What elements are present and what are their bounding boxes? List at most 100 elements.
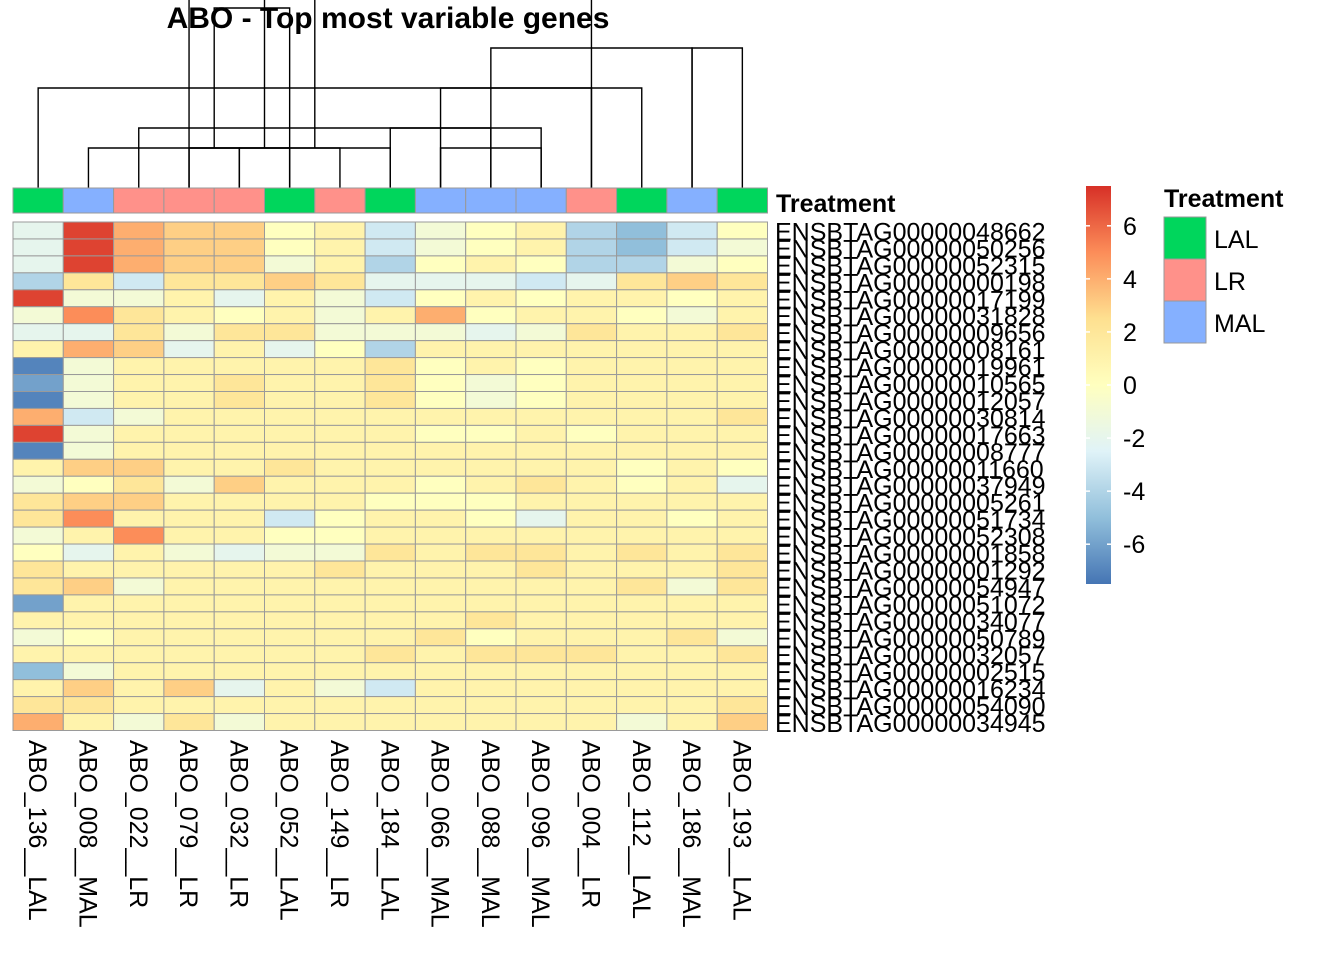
heatmap-cell-r22-c7 xyxy=(314,577,366,596)
heatmap-cell-r11-c15 xyxy=(716,391,769,409)
heatmap-cell-r26-c2 xyxy=(62,645,115,664)
heatmap-cell-r14-c9 xyxy=(414,441,467,460)
dendrogram-branch-0 xyxy=(188,147,241,188)
heatmap-cell-r27-c15 xyxy=(716,662,769,681)
heatmap-cell-r19-c6 xyxy=(264,526,316,545)
heatmap-cell-r9-c6 xyxy=(264,357,316,376)
heatmap-cell-r25-c8 xyxy=(364,628,416,647)
heatmap-cell-r5-c4 xyxy=(163,289,215,308)
heatmap-cell-r3-c3 xyxy=(113,255,165,274)
heatmap-cell-r13-c14 xyxy=(666,424,718,443)
heatmap-cell-r1-c6 xyxy=(264,221,316,240)
heatmap-cell-r5-c8 xyxy=(364,289,416,308)
heatmap-cell-r13-c6 xyxy=(264,424,316,443)
heatmap-cell-r13-c15 xyxy=(716,424,769,443)
heatmap-cell-r10-c7 xyxy=(314,374,366,392)
heatmap-cell-r4-c13 xyxy=(616,272,668,291)
heatmap-cell-r11-c11 xyxy=(515,391,567,409)
heatmap-cell-r4-c1 xyxy=(12,272,64,291)
heatmap-cell-r1-c13 xyxy=(616,221,668,240)
heatmap-cell-r27-c6 xyxy=(264,662,316,681)
heatmap-cell-r7-c1 xyxy=(12,323,64,342)
heatmap-cell-r9-c10 xyxy=(465,357,517,376)
heatmap-cell-r12-c5 xyxy=(213,407,265,426)
heatmap-cell-r2-c8 xyxy=(364,238,416,257)
heatmap-cell-r8-c14 xyxy=(666,340,718,359)
heatmap-cell-r6-c15 xyxy=(716,306,769,325)
legend-label-lr: LR xyxy=(1214,268,1246,296)
row-label-30: ENSBTAG00000034945 xyxy=(775,710,1046,738)
heatmap-cell-r23-c3 xyxy=(113,594,165,613)
heatmap-cell-r23-c12 xyxy=(565,594,618,613)
heatmap-cell-r10-c15 xyxy=(716,374,769,392)
heatmap-cell-r21-c8 xyxy=(364,560,416,579)
annotation-cell-5 xyxy=(213,187,265,214)
heatmap-cell-r9-c4 xyxy=(163,357,215,376)
heatmap-cell-r4-c3 xyxy=(113,272,165,291)
heatmap-cell-r23-c9 xyxy=(414,594,467,613)
heatmap-cell-r10-c14 xyxy=(666,374,718,392)
heatmap-cell-r23-c2 xyxy=(62,594,115,613)
heatmap-cell-r16-c4 xyxy=(163,475,215,494)
heatmap-cell-r18-c7 xyxy=(314,509,366,528)
heatmap-cell-r7-c5 xyxy=(213,323,265,342)
heatmap-cell-r18-c4 xyxy=(163,509,215,528)
annotation-cell-11 xyxy=(515,187,567,214)
heatmap-cell-r2-c3 xyxy=(113,238,165,257)
heatmap-cell-r22-c4 xyxy=(163,577,215,596)
heatmap-cell-r7-c9 xyxy=(414,323,467,342)
legend-label-mal: MAL xyxy=(1214,310,1266,338)
annotation-cell-1 xyxy=(12,187,64,214)
heatmap-cell-r29-c7 xyxy=(314,696,366,715)
heatmap-cell-r15-c6 xyxy=(264,458,316,477)
heatmap-cell-r19-c3 xyxy=(113,526,165,545)
row-label-8: ENSBTAG00000008161 xyxy=(775,337,1046,365)
heatmap-cell-r6-c5 xyxy=(213,306,265,325)
heatmap-cell-r29-c8 xyxy=(364,696,416,715)
dendrogram-branch-6 xyxy=(389,127,542,188)
heatmap-cell-r23-c8 xyxy=(364,594,416,613)
colorbar-tick-label-7: -6 xyxy=(1123,531,1145,559)
heatmap-cell-r23-c5 xyxy=(213,594,265,613)
heatmap-cell-r20-c12 xyxy=(565,543,618,562)
heatmap-cell-r30-c12 xyxy=(565,713,618,731)
heatmap-cell-r13-c3 xyxy=(113,424,165,443)
heatmap-cell-r4-c11 xyxy=(515,272,567,291)
heatmap-cell-r9-c1 xyxy=(12,357,64,376)
heatmap-cell-r14-c14 xyxy=(666,441,718,460)
heatmap-cell-r28-c12 xyxy=(565,679,618,698)
annotation-cell-14 xyxy=(666,187,718,214)
heatmap-cell-r4-c2 xyxy=(62,272,115,291)
heatmap-cell-r16-c6 xyxy=(264,475,316,494)
heatmap-cell-r22-c6 xyxy=(264,577,316,596)
heatmap-cell-r4-c4 xyxy=(163,272,215,291)
heatmap-cell-r12-c15 xyxy=(716,407,769,426)
heatmap-cell-r10-c3 xyxy=(113,374,165,392)
heatmap-cell-r22-c14 xyxy=(666,577,718,596)
heatmap-cell-r18-c5 xyxy=(213,509,265,528)
heatmap-cell-r8-c4 xyxy=(163,340,215,359)
heatmap-cell-r6-c11 xyxy=(515,306,567,325)
heatmap-cell-r9-c11 xyxy=(515,357,567,376)
heatmap-cell-r22-c1 xyxy=(12,577,64,596)
heatmap-cell-r14-c12 xyxy=(565,441,618,460)
heatmap-cell-r24-c2 xyxy=(62,611,115,630)
heatmap-cell-r15-c7 xyxy=(314,458,366,477)
heatmap-cell-r21-c12 xyxy=(565,560,618,579)
row-label-15: ENSBTAG00000011660 xyxy=(775,456,1044,484)
heatmap-cell-r21-c9 xyxy=(414,560,467,579)
heatmap-cell-r8-c13 xyxy=(616,340,668,359)
heatmap-cell-r15-c2 xyxy=(62,458,115,477)
heatmap-cell-r9-c8 xyxy=(364,357,416,376)
heatmap-cell-r16-c7 xyxy=(314,475,366,494)
heatmap-cell-r20-c9 xyxy=(414,543,467,562)
heatmap-cell-r6-c3 xyxy=(113,306,165,325)
heatmap-cell-r29-c6 xyxy=(264,696,316,715)
heatmap-cell-r24-c10 xyxy=(465,611,517,630)
heatmap-cell-r4-c9 xyxy=(414,272,467,291)
heatmap-cell-r19-c1 xyxy=(12,526,64,545)
heatmap-cell-r20-c1 xyxy=(12,543,64,562)
heatmap-cell-r25-c13 xyxy=(616,628,668,647)
dendrogram-branch-8 xyxy=(439,87,643,188)
